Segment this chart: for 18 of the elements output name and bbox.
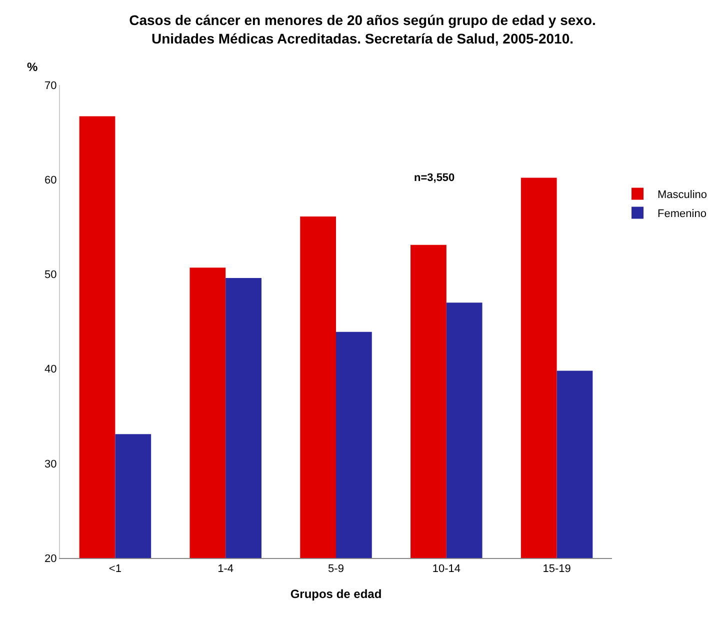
y-tick-label: 60 [44,174,57,186]
y-axis-title: % [27,60,38,74]
y-tick-label: 40 [44,364,57,376]
legend-label: Masculino [658,189,708,202]
chart-title: Casos de cáncer en menores de 20 años según grupo de edad y sexo. [129,12,596,28]
annotation: n=3,550 [414,172,455,184]
x-tick-label: 1-4 [218,563,234,576]
x-tick-label: <1 [108,563,122,576]
legend-label: Femenino [658,208,706,220]
x-tick-label: 5-9 [328,563,344,576]
y-tick-label: 70 [44,80,57,92]
chart-subtitle: Unidades Médicas Acreditadas. Secretaría de Salud, 2005-2010. [151,30,574,46]
x-tick-label: 15-19 [542,563,571,576]
y-tick-label: 20 [44,552,57,565]
y-tick-label: 50 [44,269,57,282]
y-tick-label: 30 [44,458,57,470]
x-tick-label: 10-14 [432,563,460,576]
x-axis-title: Grupos de edad [290,587,382,602]
